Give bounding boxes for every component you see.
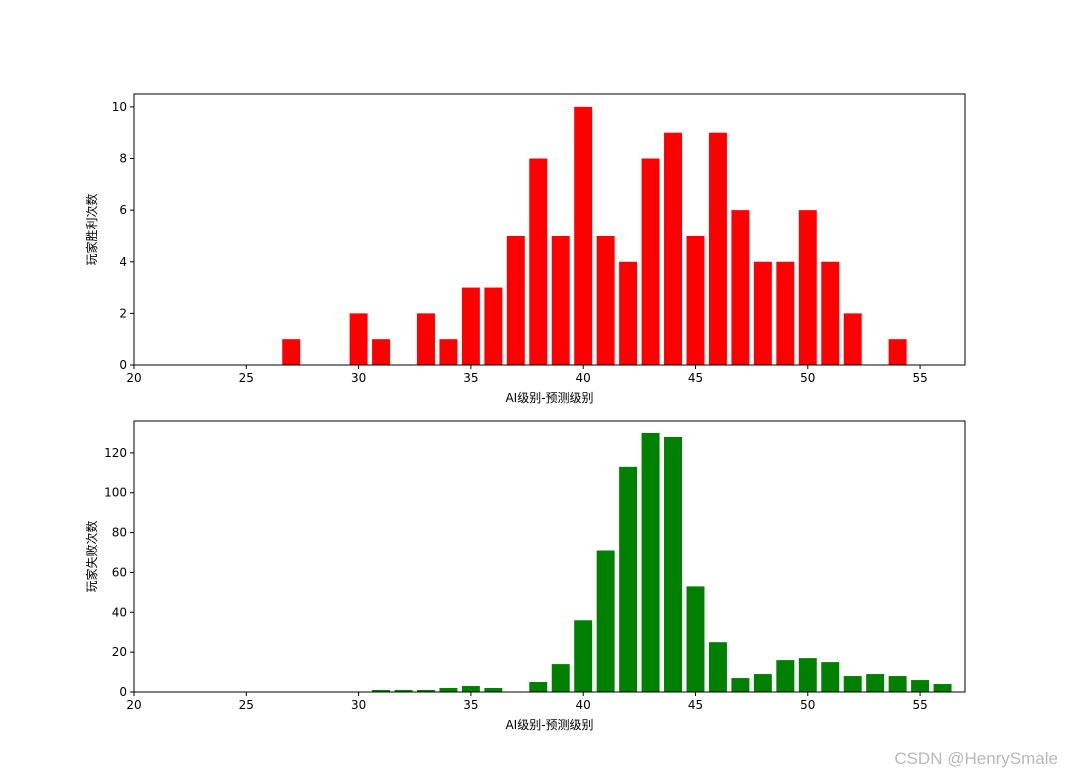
bar [596, 550, 615, 692]
bar [686, 586, 705, 692]
bar [753, 674, 772, 692]
bar [731, 678, 750, 692]
x-tick-label: 20 [126, 371, 141, 385]
bar [753, 261, 772, 365]
bar [551, 235, 570, 365]
bar [596, 235, 615, 365]
axes-frame [133, 420, 966, 693]
bar [439, 688, 458, 692]
y-tick-label: 80 [112, 526, 127, 540]
bar [461, 686, 480, 692]
bar [506, 235, 525, 365]
bar [349, 313, 368, 365]
y-tick-label: 6 [119, 203, 127, 217]
x-tick-label: 20 [126, 698, 141, 712]
bar [708, 642, 727, 692]
y-tick-label: 0 [119, 358, 127, 372]
x-tick-label: 40 [576, 371, 591, 385]
bar [888, 339, 907, 365]
bar [798, 210, 817, 365]
bar [641, 432, 660, 692]
bar [686, 235, 705, 365]
x-tick-label: 40 [576, 698, 591, 712]
y-tick-label: 20 [112, 645, 127, 659]
bar [394, 690, 413, 692]
x-tick-label: 55 [912, 698, 927, 712]
bar [619, 261, 638, 365]
x-tick-label: 30 [351, 371, 366, 385]
x-tick-label: 25 [239, 371, 254, 385]
y-tick-label: 120 [104, 446, 127, 460]
x-axis-label: AI级别-预测级别 [505, 718, 593, 732]
loss-count-chart: 20 25 30 35 40 45 50 55020406080100120AI级别-预测级别… [84, 420, 966, 732]
bar [911, 680, 930, 692]
bar [529, 158, 548, 365]
bar [416, 690, 435, 692]
bar [372, 339, 391, 365]
bar [866, 674, 885, 692]
bar [731, 210, 750, 365]
y-tick-label: 8 [119, 152, 127, 166]
y-tick-label: 2 [119, 306, 127, 320]
bar [416, 313, 435, 365]
bar [282, 339, 301, 365]
y-axis-label: 玩家胜利次数 [84, 193, 99, 265]
bar [484, 688, 503, 692]
bar [933, 684, 952, 692]
bar [529, 682, 548, 692]
bar [372, 690, 391, 692]
bar [484, 287, 503, 365]
y-tick-label: 10 [112, 100, 127, 114]
x-axis-label: AI级别-预测级别 [505, 391, 593, 405]
bar [664, 132, 683, 365]
x-tick-label: 25 [239, 698, 254, 712]
y-axis-label: 玩家失败次数 [84, 520, 99, 592]
bar [888, 676, 907, 692]
y-tick-label: 4 [119, 255, 127, 269]
bar [619, 466, 638, 692]
axes-frame [133, 93, 966, 366]
y-tick-label: 100 [104, 486, 127, 500]
x-tick-label: 35 [463, 371, 478, 385]
x-tick-label: 35 [463, 698, 478, 712]
x-tick-label: 30 [351, 698, 366, 712]
bar [574, 106, 593, 366]
watermark: CSDN @HenrySmale [894, 749, 1058, 768]
bar [821, 261, 840, 365]
y-tick-label: 0 [119, 685, 127, 699]
bar [551, 664, 570, 692]
bar [439, 339, 458, 365]
bar [798, 658, 817, 692]
x-tick-label: 55 [912, 371, 927, 385]
bar [574, 620, 593, 692]
bar [843, 676, 862, 692]
x-tick-label: 50 [800, 698, 815, 712]
bar [843, 313, 862, 365]
y-tick-label: 60 [112, 565, 127, 579]
x-tick-label: 45 [688, 371, 703, 385]
win-count-chart: 20 25 30 35 40 45 50 55 0 2 4 6 8 10 AI级别-预测级别 玩家胜利次数 [84, 93, 966, 405]
x-tick-label: 50 [800, 371, 815, 385]
bar [776, 261, 795, 365]
bar [776, 660, 795, 692]
bar [641, 158, 660, 365]
x-tick-label: 45 [688, 698, 703, 712]
bar [461, 287, 480, 365]
bar [821, 662, 840, 692]
y-tick-label: 40 [112, 605, 127, 619]
bar [708, 132, 727, 365]
bar [664, 436, 683, 692]
